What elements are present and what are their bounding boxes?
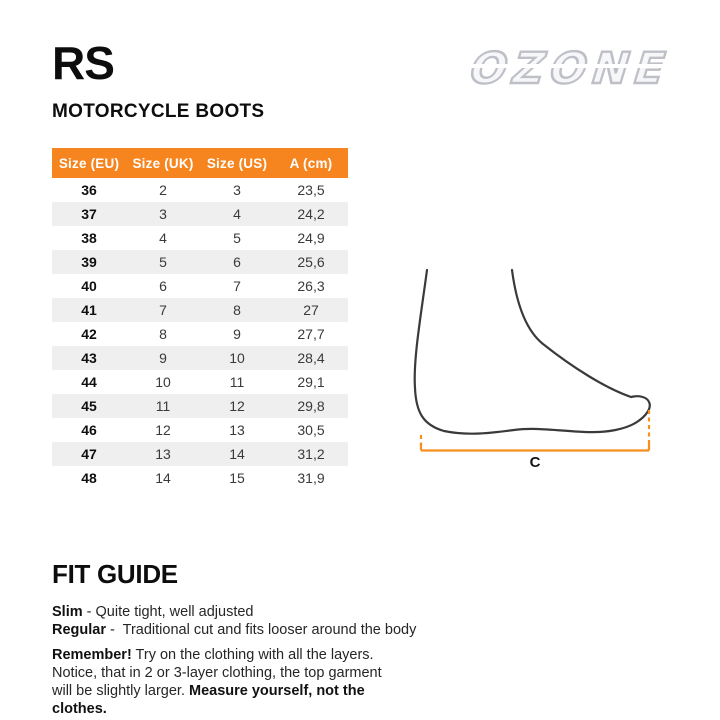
size-value-cell: 30,5 xyxy=(297,422,325,438)
foot-diagram xyxy=(400,260,700,475)
header-row: Size (EU) Size (UK) Size (US) A (cm) xyxy=(52,148,348,178)
size-value-cell: 14 xyxy=(229,446,245,462)
size-eu-cell: 39 xyxy=(81,254,97,270)
size-value-cell: 24,2 xyxy=(297,206,325,222)
size-value-cell: 27,7 xyxy=(297,326,325,342)
measure-line xyxy=(419,443,651,452)
size-value-cell: 11 xyxy=(229,374,245,390)
size-value-cell: 2 xyxy=(159,182,167,198)
size-value-cell: 25,6 xyxy=(297,254,325,270)
size-eu-cell: 42 xyxy=(81,326,97,342)
size-eu-cell: 48 xyxy=(81,470,97,486)
size-value-cell: 10 xyxy=(229,350,245,366)
fit-guide-line: Regular - Traditional cut and fits loose… xyxy=(52,622,417,638)
measure-label: C xyxy=(529,454,541,471)
column-header-size-us: Size (US) xyxy=(200,148,274,178)
size-value-cell: 15 xyxy=(229,470,245,486)
table-row: 48 14 15 31,9 xyxy=(52,466,348,490)
size-value-cell: 5 xyxy=(159,254,167,270)
size-value-cell: 9 xyxy=(233,326,241,342)
ozone-logo-graphic: OZONE xyxy=(460,43,688,95)
size-value-cell: 4 xyxy=(233,206,241,222)
product-title: RS xyxy=(52,37,115,89)
size-value-cell: 13 xyxy=(229,422,245,438)
size-eu-cell: 46 xyxy=(81,422,97,438)
size-value-cell: 29,1 xyxy=(297,374,325,390)
fit-guide-note-line: Remember! Try on the clothing with all t… xyxy=(52,647,374,663)
size-eu-cell: 37 xyxy=(81,206,97,222)
size-eu-cell: 44 xyxy=(81,374,97,390)
size-value-cell: 8 xyxy=(233,302,241,318)
size-value-cell: 4 xyxy=(159,230,167,246)
logo-slit-stripe xyxy=(460,64,688,68)
size-value-cell: 8 xyxy=(159,326,167,342)
table-row: 47 13 14 31,2 xyxy=(52,442,348,466)
size-eu-cell: 41 xyxy=(81,302,97,318)
size-value-cell: 13 xyxy=(155,446,171,462)
ozone-logo: OZONE xyxy=(458,38,690,100)
size-eu-cell: 47 xyxy=(81,446,97,462)
size-value-cell: 3 xyxy=(233,182,241,198)
size-table: Size (EU) Size (UK) Size (US) A (cm) 36 2… xyxy=(52,148,348,490)
size-value-cell: 31,2 xyxy=(297,446,325,462)
table-row: 38 4 5 24,9 xyxy=(52,226,348,250)
size-value-cell: 5 xyxy=(233,230,241,246)
column-header-size-eu: Size (EU) xyxy=(52,148,126,178)
table-row: 41 7 8 27 xyxy=(52,298,348,322)
ozone-logo-text: OZONE xyxy=(463,44,678,94)
table-row: 46 12 13 30,5 xyxy=(52,418,348,442)
size-value-cell: 10 xyxy=(155,374,171,390)
size-table-header: Size (EU) Size (UK) Size (US) A (cm) xyxy=(52,148,348,178)
fit-guide-line: Slim - Quite tight, well adjusted xyxy=(52,604,254,620)
table-row: 36 2 3 23,5 xyxy=(52,178,348,202)
table-row: 45 11 12 29,8 xyxy=(52,394,348,418)
table-row: 44 10 11 29,1 xyxy=(52,370,348,394)
size-eu-cell: 45 xyxy=(81,398,97,414)
fit-guide-lines: Slim - Quite tight, well adjusted Regular… xyxy=(52,603,422,639)
fit-guide-note-line: will be slightly larger. Measure yoursel… xyxy=(52,683,369,717)
size-value-cell: 28,4 xyxy=(297,350,325,366)
size-value-cell: 7 xyxy=(233,278,241,294)
fit-guide-note: Remember! Try on the clothing with all t… xyxy=(52,646,422,718)
size-value-cell: 7 xyxy=(159,302,167,318)
foot-outline-graphic xyxy=(413,268,651,452)
fit-guide-section: FIT GUIDE Slim - Quite tight, well adjus… xyxy=(52,559,422,718)
size-value-cell: 24,9 xyxy=(297,230,325,246)
size-value-cell: 23,5 xyxy=(297,182,325,198)
size-value-cell: 6 xyxy=(233,254,241,270)
table-row: 39 5 6 25,6 xyxy=(52,250,348,274)
size-eu-cell: 43 xyxy=(81,350,97,366)
fit-guide-title: FIT GUIDE xyxy=(52,559,178,589)
size-value-cell: 11 xyxy=(155,398,171,414)
table-row: 37 3 4 24,2 xyxy=(52,202,348,226)
size-table-body: 36 2 3 23,5 37 3 4 24,2 38 4 5 24,9 39 5 6 25,6 40 6 7 26,3… xyxy=(52,178,348,490)
foot-outline-path xyxy=(413,268,651,435)
size-eu-cell: 38 xyxy=(81,230,97,246)
table-row: 40 6 7 26,3 xyxy=(52,274,348,298)
table-row: 43 9 10 28,4 xyxy=(52,346,348,370)
size-eu-cell: 40 xyxy=(81,278,97,294)
size-value-cell: 31,9 xyxy=(297,470,325,486)
size-value-cell: 12 xyxy=(229,398,245,414)
size-eu-cell: 36 xyxy=(81,182,97,198)
size-value-cell: 6 xyxy=(159,278,167,294)
table-row: 42 8 9 27,7 xyxy=(52,322,348,346)
column-header-a-cm: A (cm) xyxy=(274,148,348,178)
product-subtitle: MOTORCYCLE BOOTS xyxy=(52,101,265,122)
column-header-size-uk: Size (UK) xyxy=(126,148,200,178)
size-value-cell: 27 xyxy=(303,302,319,318)
fit-guide-note-line: Notice, that in 2 or 3-layer clothing, t… xyxy=(52,665,382,681)
size-value-cell: 14 xyxy=(155,470,171,486)
size-value-cell: 12 xyxy=(155,422,171,438)
size-value-cell: 3 xyxy=(159,206,167,222)
size-value-cell: 9 xyxy=(159,350,167,366)
size-value-cell: 29,8 xyxy=(297,398,325,414)
size-value-cell: 26,3 xyxy=(297,278,325,294)
